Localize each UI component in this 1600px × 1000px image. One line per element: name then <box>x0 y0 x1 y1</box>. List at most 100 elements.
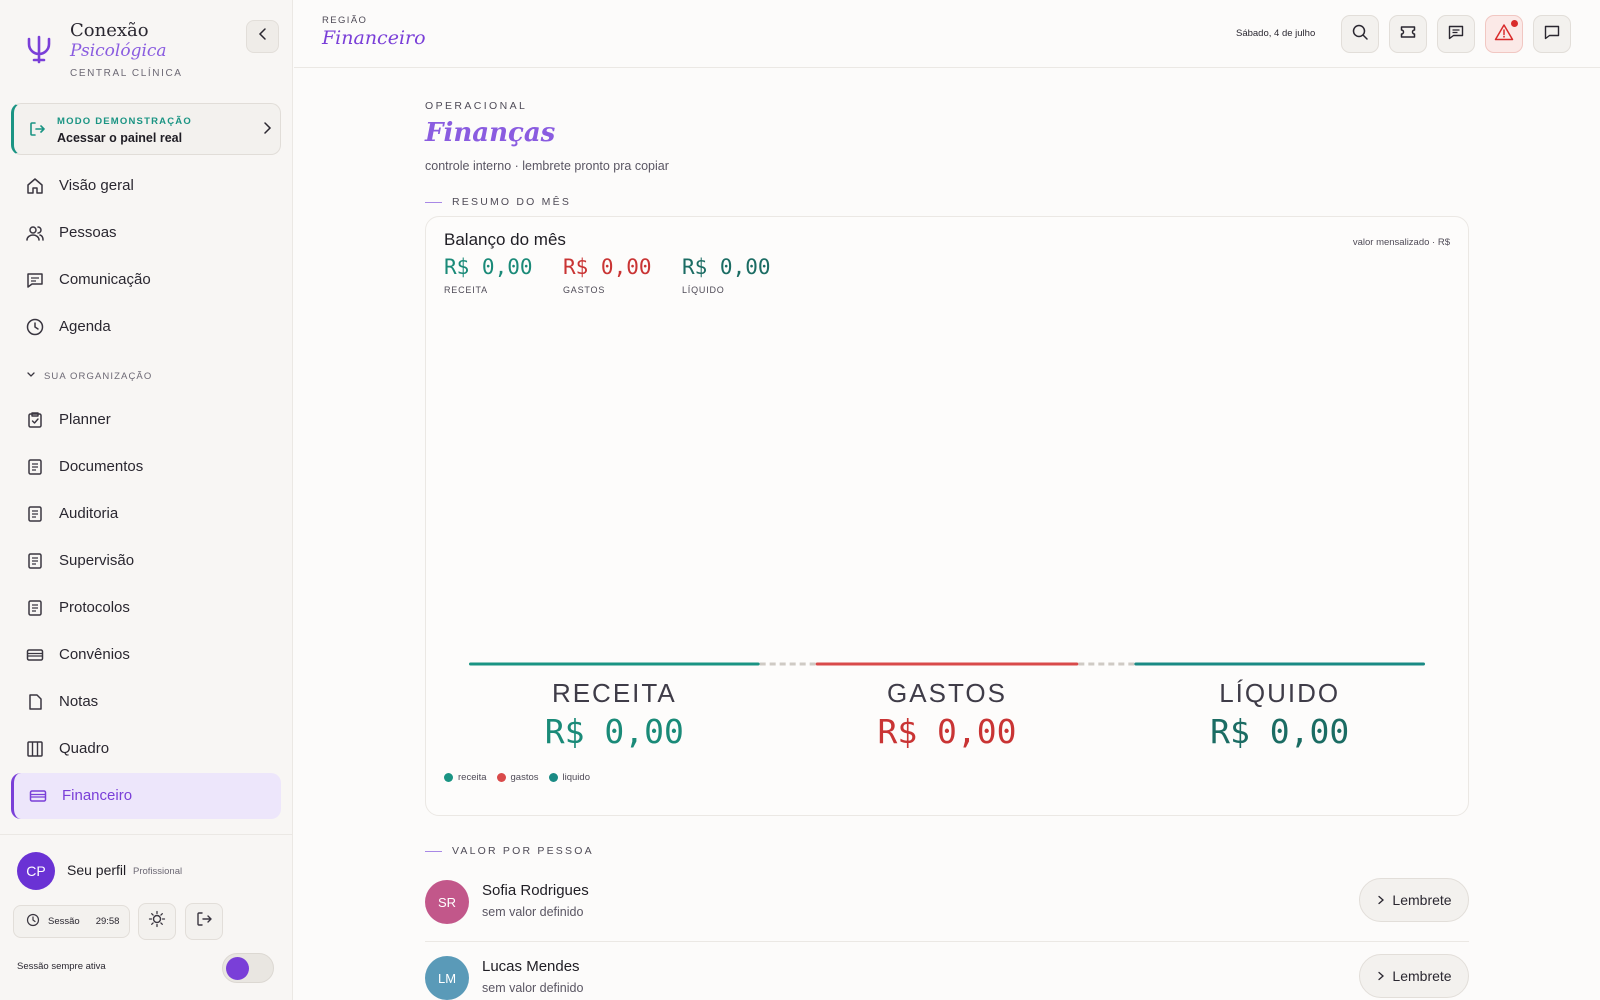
sidebar-item-protocolos[interactable]: Protocolos <box>11 585 281 631</box>
reminder-label: Lembrete <box>1392 968 1452 984</box>
section-rule <box>425 850 442 852</box>
page-title: Finanças <box>425 118 556 148</box>
region-section: Financeiro <box>322 27 426 49</box>
sidebar-item-supervisao[interactable]: Supervisão <box>11 538 281 584</box>
sidebar-item-label: Notas <box>59 693 99 710</box>
sidebar-item-label: Protocolos <box>59 599 130 616</box>
collapse-sidebar-button[interactable] <box>246 20 279 53</box>
message-icon <box>25 270 45 290</box>
sidebar: Conexão Psicológica CENTRAL CLÍNICA MODO… <box>0 0 293 1000</box>
people-section-label: VALOR POR PESSOA <box>425 845 594 857</box>
chat-button[interactable] <box>1533 15 1571 53</box>
chart-value-label: R$ 0,00 <box>545 712 684 751</box>
kpi-receita: R$ 0,00 RECEITA <box>444 255 533 295</box>
search-icon <box>1351 23 1369 46</box>
sidebar-item-auditoria[interactable]: Auditoria <box>11 491 281 537</box>
messages-button[interactable] <box>1437 15 1475 53</box>
avatar: LM <box>425 956 469 1000</box>
sidebar-item-label: Documentos <box>59 458 144 475</box>
chevron-right-icon <box>260 121 274 140</box>
chevron-left-icon <box>256 27 270 46</box>
message-icon <box>1447 23 1465 46</box>
brand-name-italic: Psicológica <box>70 41 167 61</box>
demo-mode-action: Acessar o painel real <box>57 131 183 145</box>
sidebar-item-visao-geral[interactable]: Visão geral <box>11 163 281 209</box>
avatar[interactable]: CP <box>17 852 55 890</box>
section-label: RESUMO DO MÊS <box>452 196 572 208</box>
document-icon <box>25 551 45 571</box>
session-timer[interactable]: Sessão 29:58 <box>13 905 130 938</box>
alerts-button[interactable] <box>1485 15 1523 53</box>
sidebar-item-planner[interactable]: Planner <box>11 397 281 443</box>
demo-mode-card[interactable]: MODO DEMONSTRAÇÃO Acessar o painel real <box>11 103 281 155</box>
brand-name: Conexão <box>70 20 149 41</box>
warning-icon <box>1494 23 1514 46</box>
kpi-value: R$ 0,00 <box>444 255 533 279</box>
document-icon <box>25 504 45 524</box>
sidebar-item-label: Auditoria <box>59 505 119 522</box>
sidebar-item-pessoas[interactable]: Pessoas <box>11 210 281 256</box>
balance-title: Balanço do mês <box>444 230 566 249</box>
topbar: REGIÃO Financeiro Sábado, 4 de julho <box>294 0 1600 68</box>
legend-item-liquido: liquido <box>548 772 590 783</box>
tickets-button[interactable] <box>1389 15 1427 53</box>
kpi-caption: LÍQUIDO <box>682 285 725 295</box>
brand[interactable]: Conexão Psicológica CENTRAL CLÍNICA <box>26 20 266 80</box>
reminder-button[interactable]: Lembrete <box>1359 878 1469 922</box>
logout-button[interactable] <box>185 903 223 940</box>
section-toggle-organizacao[interactable]: SUA ORGANIZAÇÃO <box>26 370 152 383</box>
sidebar-item-comunicacao[interactable]: Comunicação <box>11 257 281 303</box>
chart-bar-2 <box>1134 662 1425 666</box>
list-item: LM Lucas Mendes sem valor definido Lembr… <box>425 954 1469 1000</box>
users-icon <box>25 223 45 243</box>
sidebar-item-label: Agenda <box>59 318 111 335</box>
section-label: VALOR POR PESSOA <box>452 845 594 857</box>
person-name: Sofia Rodrigues <box>482 882 589 899</box>
psi-logo-icon <box>26 34 52 64</box>
columns-icon <box>25 739 45 759</box>
kpi-value: R$ 0,00 <box>682 255 771 279</box>
kpi-value: R$ 0,00 <box>563 255 652 279</box>
profile-name[interactable]: Seu perfil <box>67 862 127 878</box>
region-label: REGIÃO <box>322 15 368 26</box>
always-active-toggle[interactable] <box>222 953 274 983</box>
chart-category-label: GASTOS <box>887 678 1007 708</box>
page-subtitle: controle interno · lembrete pronto pra c… <box>425 159 669 173</box>
kpi-caption: GASTOS <box>563 285 606 295</box>
always-active-label: Sessão sempre ativa <box>17 961 106 972</box>
sidebar-item-documentos[interactable]: Documentos <box>11 444 281 490</box>
chart-legend: receita gastos liquido <box>444 772 590 783</box>
sidebar-item-financeiro[interactable]: Financeiro <box>11 773 281 819</box>
chevron-down-icon <box>26 370 36 383</box>
page-eyebrow: OPERACIONAL <box>425 100 528 112</box>
file-icon <box>25 692 45 712</box>
reminder-label: Lembrete <box>1392 892 1452 908</box>
notification-dot <box>1511 20 1518 27</box>
summary-section-label: RESUMO DO MÊS <box>425 196 571 208</box>
legend-swatch <box>496 773 506 782</box>
kpi-liquido: R$ 0,00 LÍQUIDO <box>682 255 771 295</box>
session-label: Sessão <box>48 916 80 927</box>
theme-toggle-button[interactable] <box>138 903 176 940</box>
sun-icon <box>148 910 166 933</box>
chart-bar-1 <box>815 662 1079 666</box>
clipboard-check-icon <box>25 410 45 430</box>
document-icon <box>25 457 45 477</box>
chart-category-label: RECEITA <box>552 678 677 708</box>
sidebar-item-label: Financeiro <box>62 787 133 804</box>
legend-label: receita <box>458 772 487 783</box>
sidebar-item-agenda[interactable]: Agenda <box>11 304 281 350</box>
sidebar-item-convenios[interactable]: Convênios <box>11 632 281 678</box>
sidebar-item-notas[interactable]: Notas <box>11 679 281 725</box>
chart-category-label: LÍQUIDO <box>1219 678 1340 708</box>
sidebar-item-label: Comunicação <box>59 271 151 288</box>
profile-panel: CP Seu perfil Profissional Sessão 29:58 … <box>0 834 293 1000</box>
person-name: Lucas Mendes <box>482 958 580 975</box>
reminder-button[interactable]: Lembrete <box>1359 954 1469 998</box>
profile-role: Profissional <box>133 866 183 877</box>
card-icon <box>25 645 45 665</box>
sidebar-item-quadro[interactable]: Quadro <box>11 726 281 772</box>
legend-swatch <box>548 773 558 782</box>
search-button[interactable] <box>1341 15 1379 53</box>
